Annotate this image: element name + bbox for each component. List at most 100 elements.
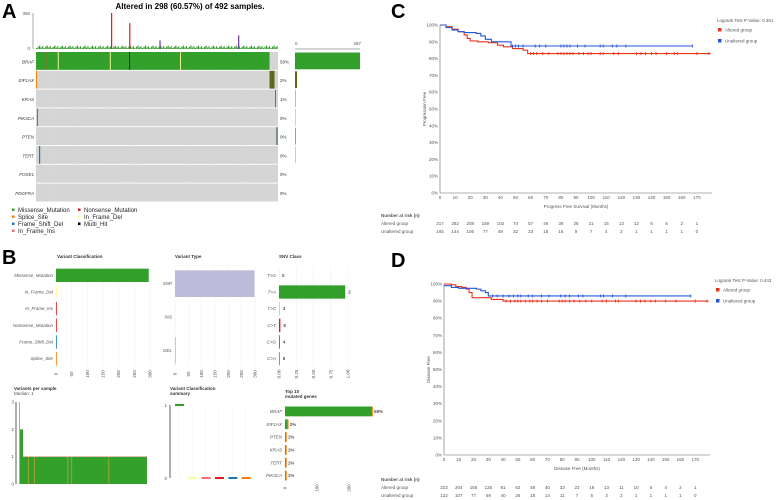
sample-burden-bar (72, 46, 74, 49)
sample-burden-bar (271, 46, 274, 49)
sample-burden-bar (175, 45, 177, 49)
gene-percent: 2% (280, 78, 287, 83)
y-tick-label: 60% (429, 90, 438, 95)
risk-value: 46 (543, 221, 549, 226)
x-tick-label: 0 (283, 486, 288, 489)
x-tick-label: 0.75 (328, 369, 333, 378)
sample-burden-bar (63, 47, 65, 49)
risk-value: 49 (498, 229, 504, 234)
risk-value: 0 (696, 229, 699, 234)
km-curve-altered (440, 24, 711, 55)
sample-burden-bar (81, 48, 83, 49)
gene-bar-segment (285, 470, 287, 481)
x-tick-label: 0.25 (294, 369, 299, 378)
sample-burden-bar (217, 48, 219, 49)
x-tick-label: 80 (560, 457, 566, 462)
gene-bar (285, 470, 286, 481)
gene-label: TERT (270, 460, 283, 465)
x-tick-label: 90 (574, 457, 580, 462)
sample-burden-bar (232, 48, 234, 49)
legend-swatch (716, 288, 720, 292)
x-tick-label: 150 (663, 195, 671, 200)
y-tick-label: 20% (429, 157, 438, 162)
sample-burden-bar (155, 46, 157, 49)
x-tick-label: 110 (603, 195, 611, 200)
gene-bar (285, 406, 373, 417)
gene-label: PDGFRA (15, 191, 34, 196)
sample-burden-bar (36, 48, 38, 49)
x-tick-label: 130 (633, 195, 641, 200)
sample-burden-bar (120, 46, 122, 49)
risk-value: 16 (558, 229, 564, 234)
sample-burden-bar (82, 46, 85, 49)
category-label: Splice_Site (30, 356, 53, 361)
sample-burden-bar (61, 45, 63, 49)
sample-burden-bar (258, 45, 260, 49)
category-label: T>A (268, 290, 276, 295)
gene-count-bar (295, 127, 296, 145)
legend-label: Unaltered group (725, 39, 758, 44)
category-label: INS (164, 315, 172, 320)
risk-value: 0 (694, 493, 697, 498)
sample-burden-bar (150, 46, 153, 49)
box (215, 477, 224, 479)
panel-label-c: C (391, 1, 405, 23)
y-tick-label: 0 (11, 482, 14, 487)
bar (279, 352, 280, 366)
sample-burden-bar (104, 48, 106, 49)
sample-burden-spike (111, 13, 113, 49)
x-tick-label: 110 (603, 457, 611, 462)
sample-burden-bar (170, 46, 172, 49)
bar (279, 302, 280, 316)
y-tick-label: 10% (429, 174, 438, 179)
x-tick-label: 40 (501, 457, 507, 462)
sample-burden-bar (196, 46, 198, 49)
gene-bar-segment (372, 406, 373, 417)
sample-burden-bar (128, 46, 130, 49)
sample-burden-bar (40, 47, 42, 49)
y-tick-label: 90% (433, 299, 442, 304)
sample-bars-rest (23, 456, 147, 484)
sample-burden-spike (129, 23, 131, 49)
sample-burden-bar (93, 47, 95, 49)
bar (279, 285, 346, 299)
box (188, 477, 198, 479)
sample-burden-bar (76, 45, 79, 49)
sample-burden-bar (117, 46, 119, 49)
sample-burden-bar (229, 47, 231, 49)
sample-burden-bar (54, 45, 56, 49)
sample-burden-bar (274, 47, 277, 49)
sample-burden-bar (276, 46, 278, 49)
sample-burden-bar (219, 46, 221, 49)
gene-percent: 0% (280, 135, 287, 140)
risk-value: 33 (560, 485, 566, 490)
gene-percent: 0% (280, 172, 287, 177)
sample-burden-bar (164, 48, 166, 49)
sample-burden-bar (55, 47, 57, 49)
sample-burden-bar (114, 45, 116, 49)
legend-label: In_Frame_Del (84, 215, 122, 221)
bar (56, 352, 57, 366)
risk-value: 1 (679, 493, 682, 498)
x-tick-label: 100 (199, 370, 204, 378)
x-axis-label: Progress Free Survival (Months) (544, 204, 609, 209)
sample-burden-spike (238, 35, 240, 49)
risk-value: 74 (513, 221, 519, 226)
box (241, 477, 251, 479)
sample-burden-bar (91, 45, 94, 49)
oncoprint-title: Altered in 298 (60.57%) of 492 samples. (116, 2, 265, 11)
oncoprint-eif1ax-alterations (269, 70, 275, 89)
x-tick-label: 100 (315, 484, 320, 492)
sample-burden-bar (58, 48, 60, 49)
oncoprint-alteration-mark (276, 127, 278, 145)
sample-burden-bar (52, 46, 54, 49)
sample-burden-bar (87, 46, 89, 49)
x-tick-label: 200 (116, 370, 121, 378)
top-axis-max-label: 355 (22, 11, 30, 16)
sample-burden-bar (206, 47, 209, 49)
gene-count-bar (295, 71, 298, 89)
bar-value-label: 0 (282, 273, 285, 278)
sample-burden-bar (200, 46, 203, 49)
risk-value: 156 (470, 485, 478, 490)
risk-value: 8 (650, 221, 653, 226)
